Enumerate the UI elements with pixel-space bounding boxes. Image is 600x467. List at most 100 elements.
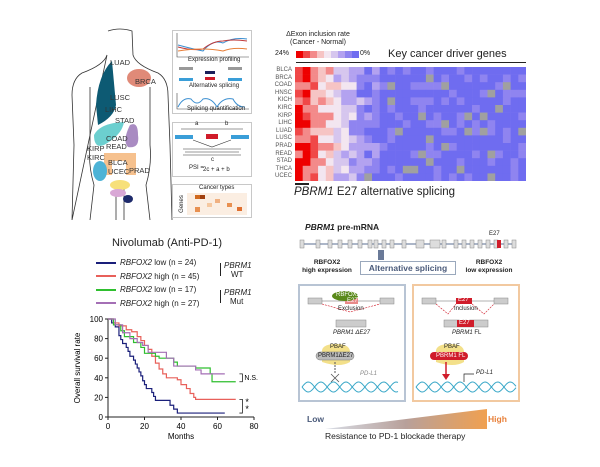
organ-label-prad: PRAD — [129, 166, 150, 175]
heatmap-cell — [456, 150, 465, 159]
heatmap-cell — [318, 67, 327, 75]
legend-swatch — [352, 51, 359, 58]
heatmap-cell — [487, 158, 496, 167]
heatmap-cell — [325, 67, 334, 75]
heatmap-cell — [418, 74, 427, 83]
heatmap-cell — [472, 89, 481, 98]
pipeline-box-cancer-types: Cancer types Genes — [172, 184, 252, 218]
exclusion-label: Exclusion — [338, 306, 364, 312]
heatmap-cell — [295, 112, 303, 121]
organ-label-blca: BLCA — [108, 158, 128, 167]
heatmap-cell — [372, 127, 380, 136]
heatmap-cell — [464, 143, 473, 151]
heatmap-cell — [387, 158, 396, 167]
heatmap-cell — [456, 82, 465, 91]
heatmap-cell — [449, 89, 457, 98]
heatmap-cell — [510, 67, 519, 75]
heatmap-cell — [379, 112, 388, 121]
heatmap-cell — [464, 158, 473, 167]
heatmap-row-labels: BLCA BRCA COAD HNSC KICH KIRC KIRP LIHC LUAD LUSC… — [270, 67, 292, 181]
heatmap-cell — [310, 97, 319, 106]
heatmap-cell — [479, 74, 488, 83]
heatmap-cell — [479, 158, 488, 167]
heatmap-cell — [372, 105, 380, 113]
heatmap-cell — [364, 67, 373, 75]
heatmap-cell — [364, 143, 373, 151]
heatmap-cell — [464, 74, 473, 83]
heatmap-cell — [495, 67, 504, 75]
heatmap-cell — [402, 127, 411, 136]
heatmap-cell — [418, 105, 427, 113]
organ-label-luad: LUAD — [110, 58, 131, 67]
heatmap-cell — [295, 143, 303, 151]
heatmap-cell — [302, 173, 311, 181]
heatmap-cell — [472, 74, 481, 83]
x-tick-label: 60 — [213, 422, 222, 431]
heatmap-cell — [333, 67, 342, 75]
heatmap-cell — [479, 127, 488, 136]
psi-label: PSI = — [189, 165, 204, 171]
heatmap-cell — [502, 173, 511, 181]
heatmap-cell — [348, 67, 357, 75]
dna-strand — [301, 381, 399, 393]
heatmap-cell — [456, 120, 465, 129]
heatmap-cell — [410, 165, 419, 174]
heatmap-cell — [472, 150, 481, 159]
heatmap-cell — [325, 143, 334, 151]
heatmap-cell — [441, 173, 450, 181]
heatmap-cell — [387, 82, 396, 91]
right-heading: RBFOX2 low expression — [458, 259, 520, 275]
caption-text: E27 alternative splicing — [333, 186, 456, 198]
heatmap-cell — [410, 82, 419, 91]
heatmap-cell — [479, 105, 488, 113]
heatmap-cell — [387, 120, 396, 129]
heatmap-cell — [518, 158, 526, 167]
heatmap-cell — [379, 97, 388, 106]
heatmap-cell — [495, 74, 504, 83]
dna-strand — [301, 381, 399, 393]
heatmap-row-label: KICH — [277, 97, 292, 104]
heatmap-cell — [495, 165, 504, 174]
heatmap-cell — [456, 165, 465, 174]
heatmap-cell — [402, 135, 411, 144]
heatmap-cell — [341, 120, 350, 129]
heatmap-cell — [372, 74, 380, 83]
heatmap-cell — [310, 82, 319, 91]
legend-swatch — [324, 51, 331, 58]
heatmap-cell — [502, 74, 511, 83]
heatmap-cell — [356, 135, 365, 144]
heatmap-cell — [356, 150, 365, 159]
heatmap-cell — [456, 74, 465, 83]
heatmap-cell — [348, 158, 357, 167]
left-mechanism-box: RBFOX2 E27 Exclusion PBRM1 ΔE27 PBAF PBR… — [298, 284, 406, 402]
right-product-label: PBRM1 FL — [452, 330, 481, 336]
heatmap-cell — [456, 67, 465, 75]
heatmap-cell — [518, 150, 526, 159]
heatmap-cell — [433, 112, 442, 121]
heatmap-cell — [479, 82, 488, 91]
heatmap-cell — [402, 173, 411, 181]
heatmap-cell — [472, 120, 481, 129]
heatmap-cell — [433, 89, 442, 98]
heatmap-cell — [495, 120, 504, 129]
heatmap-cell — [495, 82, 504, 91]
heatmap-cell — [341, 112, 350, 121]
y-tick-label: 40 — [94, 374, 103, 383]
heatmap-cell — [449, 67, 457, 75]
heatmap-cell — [510, 135, 519, 144]
heatmap-header: Key cancer driver genes — [388, 48, 507, 60]
heatmap-cell — [333, 150, 342, 159]
exon — [357, 239, 363, 249]
heatmap-cell — [310, 135, 319, 144]
legend-title-line-2: (Cancer - Normal) — [289, 39, 346, 46]
heatmap-cell — [425, 67, 434, 75]
heatmap-cell — [510, 165, 519, 174]
heatmap-cell — [295, 165, 303, 174]
heatmap-cell — [433, 173, 442, 181]
genes-label: Genes — [178, 195, 185, 213]
heatmap-cell — [402, 105, 411, 113]
heatmap-cell — [502, 112, 511, 121]
heatmap-cell — [310, 158, 319, 167]
heatmap-cell — [449, 158, 457, 167]
legend-color-scale — [296, 51, 359, 58]
